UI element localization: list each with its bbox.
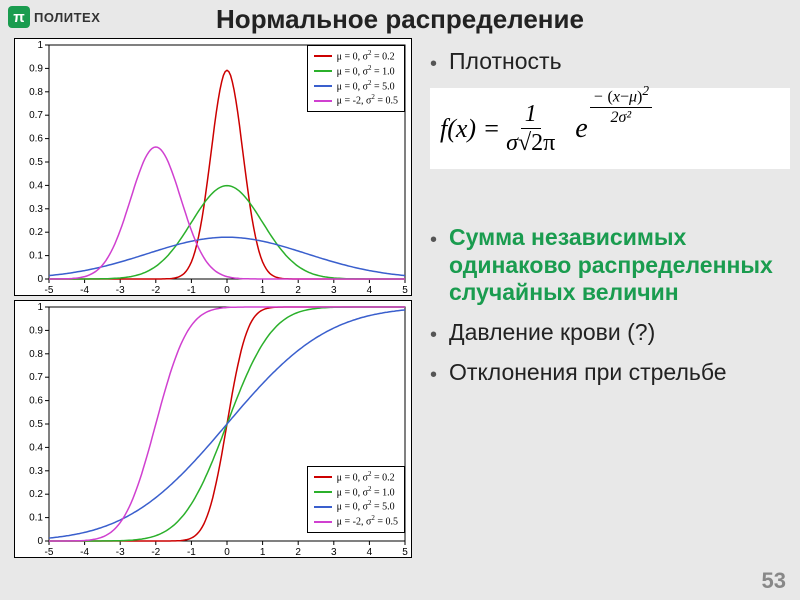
formula-fraction: 1 σ√2π [506,102,555,155]
sqrt2pi: √2π [518,130,555,156]
svg-text:-2: -2 [151,547,160,558]
svg-text:-5: -5 [45,547,54,558]
svg-text:4: 4 [367,285,373,296]
svg-text:0.1: 0.1 [29,513,43,524]
svg-text:1: 1 [37,302,43,313]
exp-minus: − [593,88,604,105]
svg-text:5: 5 [402,547,408,558]
svg-text:-4: -4 [80,285,89,296]
page-title: Нормальное распределение [0,4,800,35]
formula-lhs: f(x) = [440,114,500,144]
pdf-legend: μ = 0, σ2 = 0.2μ = 0, σ2 = 1.0μ = 0, σ2 … [307,45,405,112]
svg-text:0: 0 [224,285,230,296]
svg-text:-3: -3 [116,547,125,558]
svg-text:0.6: 0.6 [29,134,43,145]
e-base: e [575,113,587,145]
svg-text:0.5: 0.5 [29,419,43,430]
svg-text:0: 0 [37,536,43,547]
svg-text:-5: -5 [45,285,54,296]
svg-text:0: 0 [37,274,43,285]
svg-text:-1: -1 [187,285,196,296]
svg-text:2: 2 [295,285,301,296]
bullet-shooting: • Отклонения при стрельбе [430,359,790,387]
svg-text:1: 1 [260,285,266,296]
bullet-text: Отклонения при стрельбе [449,359,727,387]
bullet-text: Давление крови (?) [449,319,655,347]
svg-text:0.8: 0.8 [29,87,43,98]
svg-text:3: 3 [331,547,337,558]
svg-text:0.8: 0.8 [29,349,43,360]
svg-text:-2: -2 [151,285,160,296]
bullet-mark-icon: • [430,228,437,252]
cdf-legend: μ = 0, σ2 = 0.2μ = 0, σ2 = 1.0μ = 0, σ2 … [307,466,405,533]
svg-text:0.9: 0.9 [29,63,43,74]
svg-text:0.2: 0.2 [29,489,43,500]
exp-num: − (x−μ)2 [590,83,652,108]
density-formula: f(x) = 1 σ√2π e − (x−μ)2 2σ² [440,102,780,155]
svg-text:0.7: 0.7 [29,372,43,383]
exp-wrap: e − (x−μ)2 2σ² [575,113,652,145]
exponent: − (x−μ)2 2σ² [590,83,652,127]
bullet-sum: • Сумма независимых одинаково распределе… [430,224,790,307]
right-column: • Плотность f(x) = 1 σ√2π e − (x−μ)2 2σ²… [430,48,790,399]
svg-text:0.3: 0.3 [29,466,43,477]
bullet-mark-icon: • [430,323,437,347]
svg-text:1: 1 [260,547,266,558]
svg-text:3: 3 [331,285,337,296]
svg-text:0.6: 0.6 [29,396,43,407]
frac-den: σ√2π [506,129,555,155]
svg-text:-1: -1 [187,547,196,558]
sigma: σ [506,130,518,156]
charts-column: 00.10.20.30.40.50.60.70.80.91-5-4-3-2-10… [14,38,414,558]
cdf-chart: 0 0.1 0.2 0.3 0.4 0.5 0.6 0.7 0.8 0.9 1 -5 -4 -3 -2 -1 0… [14,300,412,558]
bullet-density: • Плотность [430,48,790,76]
frac-num: 1 [521,102,541,129]
svg-text:2: 2 [295,547,301,558]
exp-den: 2σ² [611,108,632,127]
svg-text:0.9: 0.9 [29,325,43,336]
svg-text:5: 5 [402,285,408,296]
svg-text:0.7: 0.7 [29,110,43,121]
pdf-chart: 0 0.1 0.2 0.3 0.4 0.5 0.6 0.7 0.8 0.9 1 -5 -4 -3 -2 -1 0… [14,38,412,296]
formula-box: f(x) = 1 σ√2π e − (x−μ)2 2σ² [430,88,790,169]
svg-text:0.5: 0.5 [29,157,43,168]
svg-text:-4: -4 [80,547,89,558]
svg-text:0.4: 0.4 [29,442,43,453]
svg-text:0.1: 0.1 [29,251,43,262]
svg-text:-3: -3 [116,285,125,296]
page-number: 53 [762,568,786,594]
bullet-text: Сумма независимых одинаково распределенн… [449,224,790,307]
svg-text:1: 1 [37,40,43,51]
svg-text:0.4: 0.4 [29,180,43,191]
svg-text:4: 4 [367,547,373,558]
bullet-text: Плотность [449,48,562,76]
bullet-blood: • Давление крови (?) [430,319,790,347]
svg-text:0.2: 0.2 [29,227,43,238]
bullet-mark-icon: • [430,52,437,76]
svg-text:0.3: 0.3 [29,204,43,215]
bullet-mark-icon: • [430,363,437,387]
svg-text:0: 0 [224,547,230,558]
